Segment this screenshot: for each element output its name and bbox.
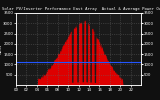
Text: Solar PV/Inverter Performance East Array  Actual & Average Power Output: Solar PV/Inverter Performance East Array… — [2, 7, 160, 11]
Y-axis label: Watts: Watts — [0, 44, 3, 54]
